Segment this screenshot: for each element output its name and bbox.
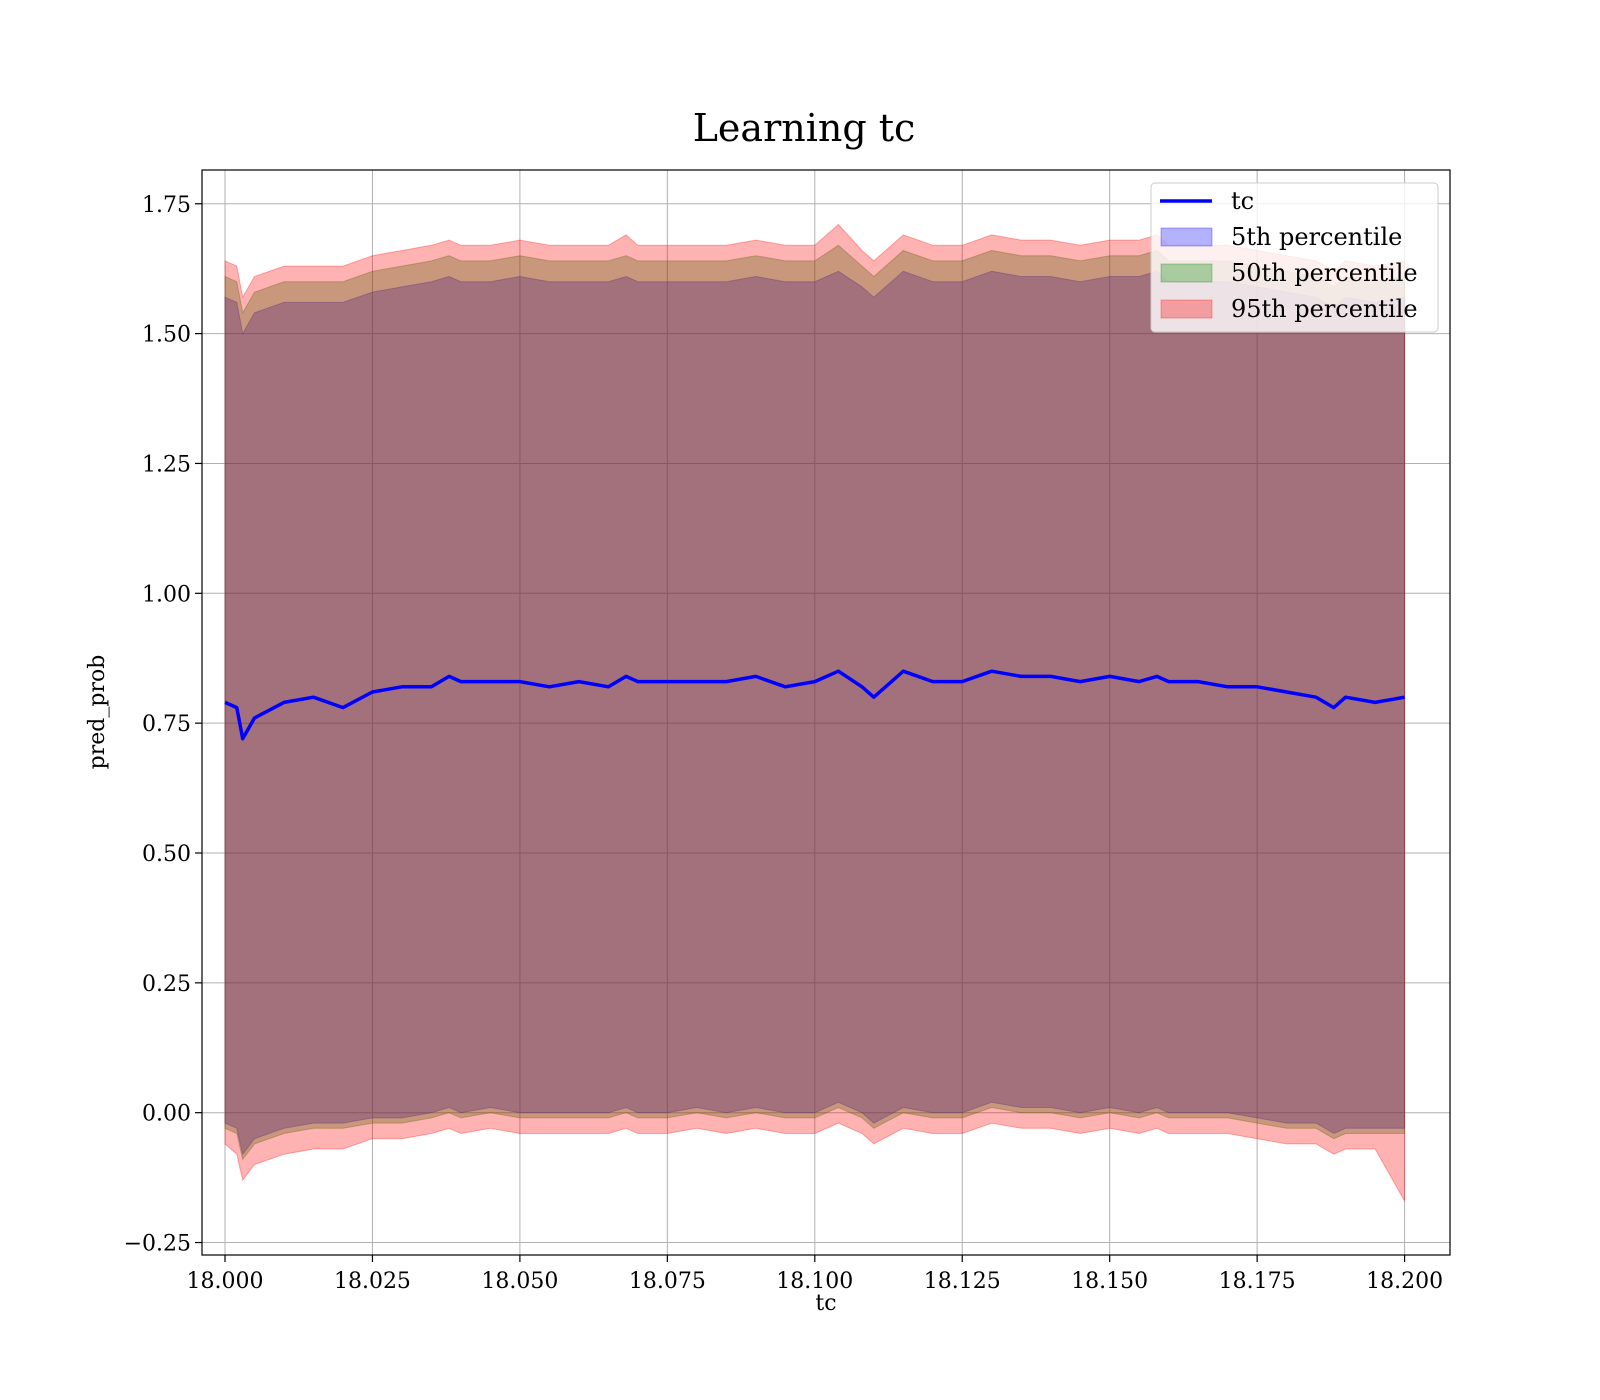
x-tick-label: 18.175 — [1219, 1269, 1296, 1294]
legend-patch-swatch — [1160, 227, 1213, 247]
legend-patch-swatch — [1160, 263, 1213, 283]
x-tick-label: 18.100 — [776, 1269, 853, 1294]
series-line-0 — [224, 669, 1405, 741]
y-tick-label: 1.50 — [142, 323, 191, 348]
legend-patch-swatch — [1160, 299, 1213, 319]
x-tick-label: 18.050 — [481, 1269, 558, 1294]
y-tick-label: 0.25 — [142, 972, 191, 997]
y-tick-label: 1.75 — [142, 193, 191, 218]
legend-label: 5th percentile — [1231, 223, 1402, 251]
y-tick-label: 1.25 — [142, 452, 191, 477]
x-axis-label: tc — [815, 1291, 836, 1316]
x-tick-label: 18.125 — [924, 1269, 1001, 1294]
grid — [202, 170, 1450, 1255]
y-tick-label: 1.00 — [142, 582, 191, 607]
band-2 — [224, 223, 1406, 1203]
bands — [224, 223, 1406, 1203]
y-tick-label: −0.25 — [124, 1232, 191, 1257]
x-tick-label: 18.150 — [1071, 1269, 1148, 1294]
series-lines — [224, 669, 1405, 741]
legend-label: tc — [1231, 187, 1254, 215]
band-1 — [224, 244, 1406, 1161]
y-tick-label: 0.50 — [142, 842, 191, 867]
x-tick-label: 18.200 — [1366, 1269, 1443, 1294]
chart-title: Learning tc — [693, 106, 916, 150]
legend-box — [1150, 182, 1439, 333]
legend: tc 5th percentile 50th percentile 95th perc… — [1150, 182, 1439, 333]
legend-label: 95th percentile — [1231, 295, 1418, 323]
x-tick-label: 18.000 — [187, 1269, 264, 1294]
x-tick-label: 18.025 — [334, 1269, 411, 1294]
legend-label: 50th percentile — [1231, 259, 1418, 287]
y-tick-label: 0.00 — [142, 1102, 191, 1127]
band-0 — [224, 270, 1406, 1156]
y-tick-label: 0.75 — [142, 712, 191, 737]
ticks: 18.000 18.025 18.050 18.075 18.100 18.125 18.1… — [124, 193, 1444, 1294]
x-tick-label: 18.075 — [629, 1269, 706, 1294]
y-axis-label: pred_prob — [85, 655, 110, 770]
plot-frame — [201, 169, 1451, 1256]
